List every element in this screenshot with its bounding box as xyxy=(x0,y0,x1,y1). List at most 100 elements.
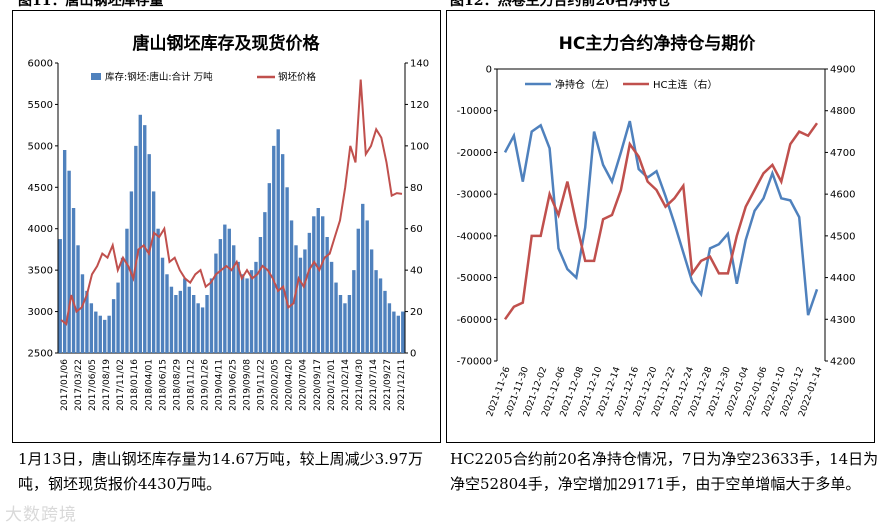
x-tick-label: 2017/06/05 xyxy=(88,359,98,411)
inventory-bar xyxy=(250,270,253,353)
inventory-bar xyxy=(388,303,391,353)
x-tick-label: 2018/08/29 xyxy=(172,359,182,411)
inventory-bar xyxy=(245,278,248,353)
inventory-bar xyxy=(334,283,337,353)
inventory-bar xyxy=(343,303,346,353)
y-right-tick-label: 0 xyxy=(410,349,416,360)
inventory-bar xyxy=(139,115,142,353)
inventory-bar xyxy=(161,258,164,353)
y-left-tick-label: -10000 xyxy=(457,106,492,117)
y-left-tick-label: -40000 xyxy=(457,231,492,242)
y-right-tick-label: 4300 xyxy=(830,315,855,326)
legend-bar-swatch xyxy=(91,73,101,80)
inventory-bar xyxy=(285,187,288,353)
x-tick-label: 2021/09/27 xyxy=(383,359,393,411)
inventory-bar xyxy=(72,208,75,353)
y-right-tick-label: 60 xyxy=(410,224,423,235)
x-tick-label: 2019/06/25 xyxy=(229,359,239,411)
inventory-bar xyxy=(299,258,302,353)
left-legend: 库存:钢坯:唐山:合计 万吨 钢坯价格 xyxy=(91,71,317,83)
y-left-tick-label: 5500 xyxy=(28,100,53,111)
right-chart-svg: HC主力合约净持仓与期价 0 -10000 -20000 -30000 -40000 -5… xyxy=(447,11,874,442)
x-tick-label: 2018/11/12 xyxy=(186,359,196,411)
inventory-bar xyxy=(201,307,204,353)
inventory-bar xyxy=(308,233,311,353)
inventory-bar xyxy=(165,274,168,353)
inventory-bar xyxy=(263,212,266,353)
y-right-tick-label: 4800 xyxy=(830,106,855,117)
inventory-bar xyxy=(272,146,275,353)
inventory-bar xyxy=(236,262,239,353)
y-right-tick-label: 4500 xyxy=(830,231,855,242)
y-left-tick-label: 4000 xyxy=(28,224,53,235)
x-tick-label: 2021/07/14 xyxy=(369,359,379,411)
inventory-bar xyxy=(281,154,284,353)
y-left-tick-label: -70000 xyxy=(457,357,492,368)
inventory-bar xyxy=(219,239,222,353)
net-position-line xyxy=(505,121,817,315)
x-tick-label: 2019/01/26 xyxy=(200,359,210,411)
inventory-bar xyxy=(374,270,377,353)
inventory-bar xyxy=(321,216,324,353)
inventory-bar xyxy=(116,283,119,353)
inventory-bar xyxy=(99,316,102,353)
x-tick-label: 2020/12/01 xyxy=(327,359,337,411)
inventory-bar xyxy=(223,225,226,353)
billet-price-line xyxy=(61,80,402,324)
x-tick-label: 2018/01/16 xyxy=(130,359,140,411)
inventory-bar xyxy=(268,183,271,353)
inventory-bar xyxy=(383,291,386,353)
inventory-bar xyxy=(214,254,217,353)
y-right-tick-label: 20 xyxy=(410,307,423,318)
inventory-bar xyxy=(107,316,110,353)
right-caption: HC2205合约前20名净持仓情况，7日为净空23633手，14日为净空5280… xyxy=(450,447,880,497)
y-left-tick-label: -20000 xyxy=(457,148,492,159)
right-chart-title: HC主力合约净持仓与期价 xyxy=(559,33,757,54)
y-right-tick-label: 4400 xyxy=(830,273,855,284)
legend-bar-label: 库存:钢坯:唐山:合计 万吨 xyxy=(105,71,213,83)
inventory-bar xyxy=(370,249,373,353)
x-tick-label: 2021/02/14 xyxy=(341,359,351,411)
x-tick-label: 2017/08/19 xyxy=(102,359,112,411)
x-tick-label: 2018/06/15 xyxy=(158,359,168,411)
y-left-tick-label: 3000 xyxy=(28,307,53,318)
legend-hc-label: HC主连（右） xyxy=(653,78,718,91)
inventory-bar xyxy=(90,303,93,353)
inventory-bar xyxy=(67,171,70,353)
inventory-bar xyxy=(366,220,369,353)
y-left-tick-label: -30000 xyxy=(457,190,492,201)
legend-line-label: 钢坯价格 xyxy=(278,71,317,83)
inventory-bar xyxy=(228,229,231,353)
inventory-bar xyxy=(303,249,306,353)
inventory-bar xyxy=(156,229,159,353)
inventory-bar xyxy=(188,287,191,353)
x-tick-label: 2017/03/22 xyxy=(74,359,84,411)
y-left-tick-label: 3500 xyxy=(28,266,53,277)
inventory-bar xyxy=(81,274,84,353)
inventory-bar xyxy=(170,287,173,353)
inventory-bar xyxy=(241,274,244,353)
x-tick-label: 2017/01/06 xyxy=(60,359,70,411)
inventory-bar xyxy=(59,239,62,353)
inventory-bar xyxy=(76,245,79,353)
inventory-bar xyxy=(277,129,280,353)
x-tick-label: 2017/11/02 xyxy=(116,359,126,411)
inventory-bar xyxy=(401,312,404,353)
inventory-bar xyxy=(259,237,262,353)
x-tick-label: 2020/04/20 xyxy=(285,359,295,411)
inventory-bar xyxy=(94,312,97,353)
y-left-tick-label: 2500 xyxy=(28,349,53,360)
y-right-tick-label: 120 xyxy=(410,100,429,111)
inventory-bar xyxy=(183,278,186,353)
inventory-bar xyxy=(379,278,382,353)
y-right-tick-label: 4900 xyxy=(830,65,855,76)
y-right-tick-label: 4200 xyxy=(830,357,855,368)
right-legend: 净持仓（左） HC主连（右） xyxy=(525,78,718,91)
inventory-bar xyxy=(192,295,195,353)
inventory-bar xyxy=(352,270,355,353)
left-chart-title: 唐山钢坯库存及现货价格 xyxy=(133,33,321,54)
left-caption: 1月13日，唐山钢坯库存量为14.67万吨，较上周减少3.97万吨，钢坯现货报价… xyxy=(18,447,438,497)
inventory-bar xyxy=(312,216,315,353)
right-chart-panel: HC主力合约净持仓与期价 0 -10000 -20000 -30000 -40000 -5… xyxy=(446,10,875,443)
inventory-bar xyxy=(210,278,213,353)
